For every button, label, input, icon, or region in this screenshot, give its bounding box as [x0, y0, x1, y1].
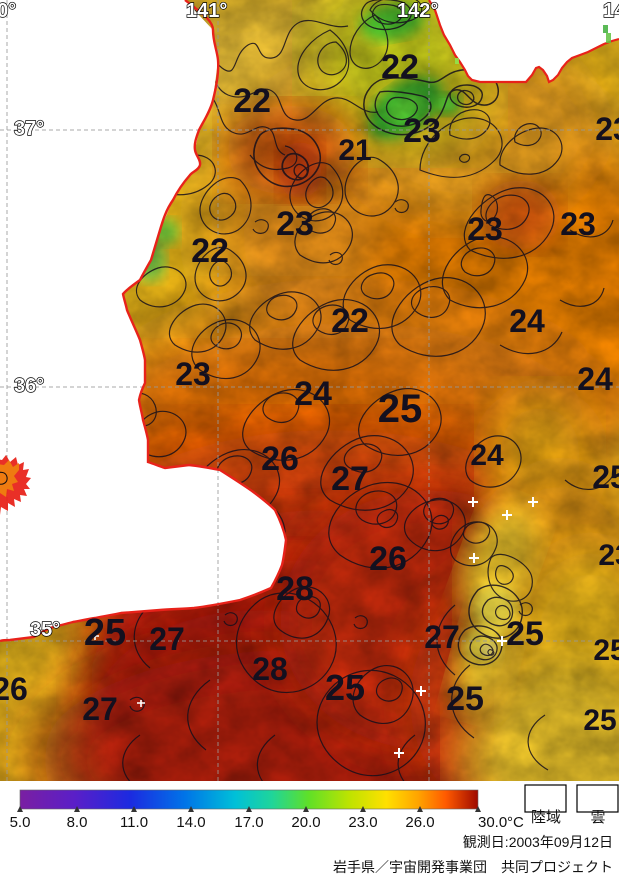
- svg-text:26: 26: [0, 671, 28, 707]
- svg-text:27: 27: [331, 460, 369, 498]
- svg-text:27: 27: [82, 691, 118, 727]
- svg-text:24: 24: [115, 537, 151, 573]
- svg-text:26: 26: [369, 540, 407, 578]
- svg-text:23: 23: [276, 205, 314, 243]
- svg-text:23: 23: [403, 112, 441, 150]
- svg-text:岩手県／宇宙開発事業団 共同プロジェクト: 岩手県／宇宙開発事業団 共同プロジェクト: [333, 859, 613, 875]
- svg-text:25: 25: [84, 612, 126, 654]
- svg-text:27: 27: [149, 621, 185, 657]
- svg-text:35°: 35°: [30, 619, 60, 641]
- svg-text:141°: 141°: [186, 0, 227, 22]
- svg-text:11.0: 11.0: [120, 814, 148, 831]
- svg-text:5.0: 5.0: [10, 814, 31, 831]
- svg-text:25: 25: [592, 459, 619, 495]
- svg-text:25: 25: [446, 680, 484, 718]
- svg-text:23: 23: [560, 206, 596, 242]
- svg-text:22: 22: [331, 302, 369, 340]
- svg-text:30.0: 30.0: [478, 814, 507, 831]
- svg-text:14.0: 14.0: [176, 814, 205, 831]
- svg-text:8.0: 8.0: [67, 814, 88, 831]
- svg-text:26: 26: [194, 505, 232, 543]
- svg-text:25: 25: [378, 387, 423, 431]
- svg-text:23.0: 23.0: [348, 814, 377, 831]
- svg-text:36°: 36°: [14, 375, 44, 397]
- svg-text:22: 22: [233, 82, 271, 120]
- svg-text:20.0: 20.0: [291, 814, 320, 831]
- svg-text:17.0: 17.0: [234, 814, 263, 831]
- svg-text:24: 24: [509, 303, 545, 339]
- svg-text:22: 22: [191, 232, 229, 270]
- svg-text:24: 24: [577, 361, 613, 397]
- svg-text:23: 23: [467, 211, 503, 247]
- svg-text:40°: 40°: [0, 0, 16, 22]
- svg-text:観測日:2003年09月12日: 観測日:2003年09月12日: [463, 834, 613, 850]
- svg-text:21: 21: [338, 134, 371, 167]
- svg-text:23: 23: [598, 539, 619, 572]
- svg-text:雲: 雲: [590, 809, 605, 826]
- svg-text:28: 28: [276, 570, 314, 608]
- svg-text:26: 26: [261, 440, 299, 478]
- svg-text:14: 14: [603, 0, 619, 22]
- svg-text:24: 24: [294, 375, 332, 413]
- svg-text:25: 25: [506, 615, 544, 653]
- svg-text:28: 28: [252, 651, 288, 687]
- svg-text:142°: 142°: [397, 0, 438, 22]
- svg-text:26.0: 26.0: [405, 814, 434, 831]
- svg-text:24: 24: [470, 439, 504, 472]
- svg-text:37°: 37°: [14, 118, 44, 140]
- svg-text:23: 23: [595, 111, 619, 147]
- svg-text:25: 25: [325, 667, 365, 708]
- svg-text:25: 25: [593, 634, 619, 667]
- svg-text:27: 27: [424, 619, 460, 655]
- svg-text:22: 22: [381, 48, 419, 86]
- svg-text:25: 25: [583, 704, 616, 737]
- svg-text:°C: °C: [507, 814, 524, 831]
- svg-text:23: 23: [175, 356, 211, 392]
- svg-text:陸域: 陸域: [531, 809, 561, 826]
